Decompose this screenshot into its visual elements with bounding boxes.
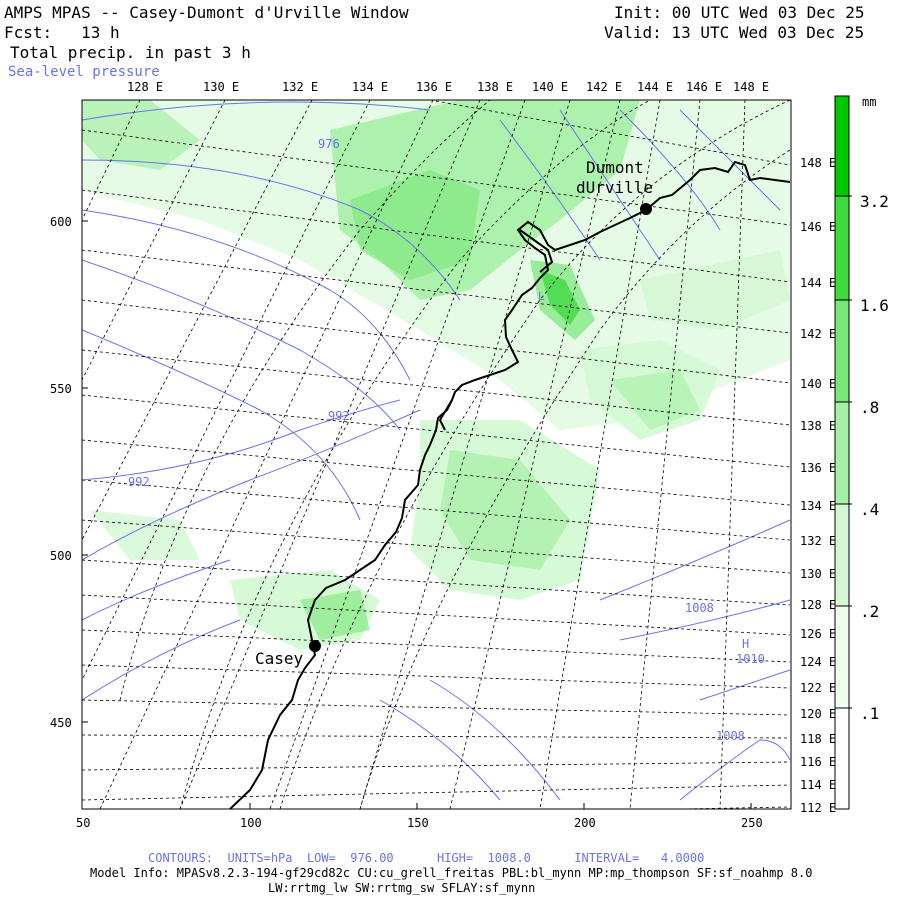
lon-label: 146 E [686, 80, 722, 94]
station-dumont-durville[interactable]: Dumont dUrville [576, 158, 653, 215]
colorbar-level: 1.6 [860, 296, 889, 315]
overlay-name: Sea-level pressure [8, 64, 160, 80]
colorbar-segment [835, 196, 849, 300]
colorbar: mm 3.2 1.6 .8 .4 .2 .1 [834, 95, 889, 810]
lon-label: 126 E [800, 627, 836, 641]
field-name: Total precip. in past 3 h [10, 43, 251, 62]
lon-label: 140 E [532, 80, 568, 94]
right-lon-labels: 148 E 146 E 144 E 142 E 140 E 138 E 136 … [800, 156, 836, 815]
axis-label: 150 [407, 816, 429, 830]
lon-label: 138 E [477, 80, 513, 94]
contour-label: 992 [128, 475, 150, 489]
lon-label: 118 E [800, 732, 836, 746]
left-axis-labels: 600 550 500 450 [50, 215, 88, 730]
lon-label: 124 E [800, 655, 836, 669]
contour-label: 1010 [736, 652, 765, 666]
axis-label: 450 [50, 716, 72, 730]
colorbar-segment [835, 300, 849, 402]
lon-label: 144 E [637, 80, 673, 94]
lon-label: 130 E [203, 80, 239, 94]
lon-label: 142 E [586, 80, 622, 94]
lon-label: 136 E [416, 80, 452, 94]
lon-label: 138 E [800, 419, 836, 433]
colorbar-level: 3.2 [860, 192, 889, 211]
contour-label: 992 [328, 409, 350, 423]
lon-label: 132 E [282, 80, 318, 94]
lon-label: 114 E [800, 778, 836, 792]
axis-label: 200 [574, 816, 596, 830]
map-frame [81, 99, 792, 810]
lon-label: 134 E [800, 499, 836, 513]
init-time: Init: 00 UTC Wed 03 Dec 25 [614, 3, 865, 22]
lon-label: 144 E [800, 276, 836, 290]
station-label: dUrville [576, 178, 653, 197]
lon-label: 148 E [800, 156, 836, 170]
lon-label: 148 E [733, 80, 769, 94]
precip-shading [82, 100, 790, 650]
station-marker-icon [640, 203, 652, 215]
contour-label: 1008 [716, 729, 745, 743]
lon-label: 116 E [800, 755, 836, 769]
valid-time: Valid: 13 UTC Wed 03 Dec 25 [604, 23, 865, 42]
axis-label: 50 [76, 816, 90, 830]
lon-label: 142 E [800, 327, 836, 341]
contour-info: CONTOURS: UNITS=hPa LOW= 976.00 HIGH= 10… [148, 851, 705, 865]
low-pressure-marker: L [538, 290, 545, 303]
station-casey[interactable]: Casey [255, 640, 321, 668]
high-pressure-marker: H [742, 637, 749, 651]
colorbar-unit: mm [862, 95, 876, 109]
lon-label: 128 E [800, 598, 836, 612]
latlon-grid [82, 100, 791, 809]
lon-label: 140 E [800, 377, 836, 391]
colorbar-level: .1 [860, 704, 879, 723]
lon-label: 134 E [352, 80, 388, 94]
lon-label: 130 E [800, 567, 836, 581]
colorbar-segment [835, 96, 849, 196]
contour-label: 1008 [685, 601, 714, 615]
axis-label: 550 [50, 382, 72, 396]
axis-label: 250 [741, 816, 763, 830]
station-marker-icon [309, 640, 321, 652]
map-area: 976 992 992 1008 1010 1008 H L Dumont dU… [82, 100, 791, 809]
colorbar-level: .4 [860, 500, 879, 519]
model-info: Model Info: MPASv8.2.3-194-gf29cd82c CU:… [90, 866, 813, 880]
lon-label: 128 E [127, 80, 163, 94]
station-label: Casey [255, 649, 304, 668]
contour-label: 976 [318, 137, 340, 151]
colorbar-segment [835, 606, 849, 708]
lon-label: 122 E [800, 681, 836, 695]
colorbar-level: .8 [860, 398, 879, 417]
lon-label: 120 E [800, 707, 836, 721]
model-info-physics: LW:rrtmg_lw SW:rrtmg_sw SFLAY:sf_mynn [268, 881, 536, 895]
colorbar-level: .2 [860, 602, 879, 621]
forecast-hour: Fcst: 13 h [4, 23, 120, 42]
contour-labels: 976 992 992 1008 1010 1008 H L [128, 137, 765, 743]
axis-label: 500 [50, 549, 72, 563]
axis-label: 600 [50, 215, 72, 229]
isobar-contours [82, 101, 791, 801]
lon-label: 132 E [800, 534, 836, 548]
lon-label: 146 E [800, 220, 836, 234]
bottom-axis-labels: 50 100 150 200 250 [76, 803, 763, 830]
coastline [229, 160, 791, 809]
plot-title: AMPS MPAS -- Casey-Dumont d'Urville Wind… [4, 3, 409, 22]
colorbar-segment [835, 402, 849, 504]
lon-label: 136 E [800, 461, 836, 475]
station-label: Dumont [586, 158, 644, 177]
axis-label: 100 [240, 816, 262, 830]
colorbar-segment [835, 504, 849, 606]
lon-label: 112 E [800, 801, 836, 815]
top-lon-labels: 128 E 130 E 132 E 134 E 136 E 138 E 140 … [127, 80, 769, 94]
